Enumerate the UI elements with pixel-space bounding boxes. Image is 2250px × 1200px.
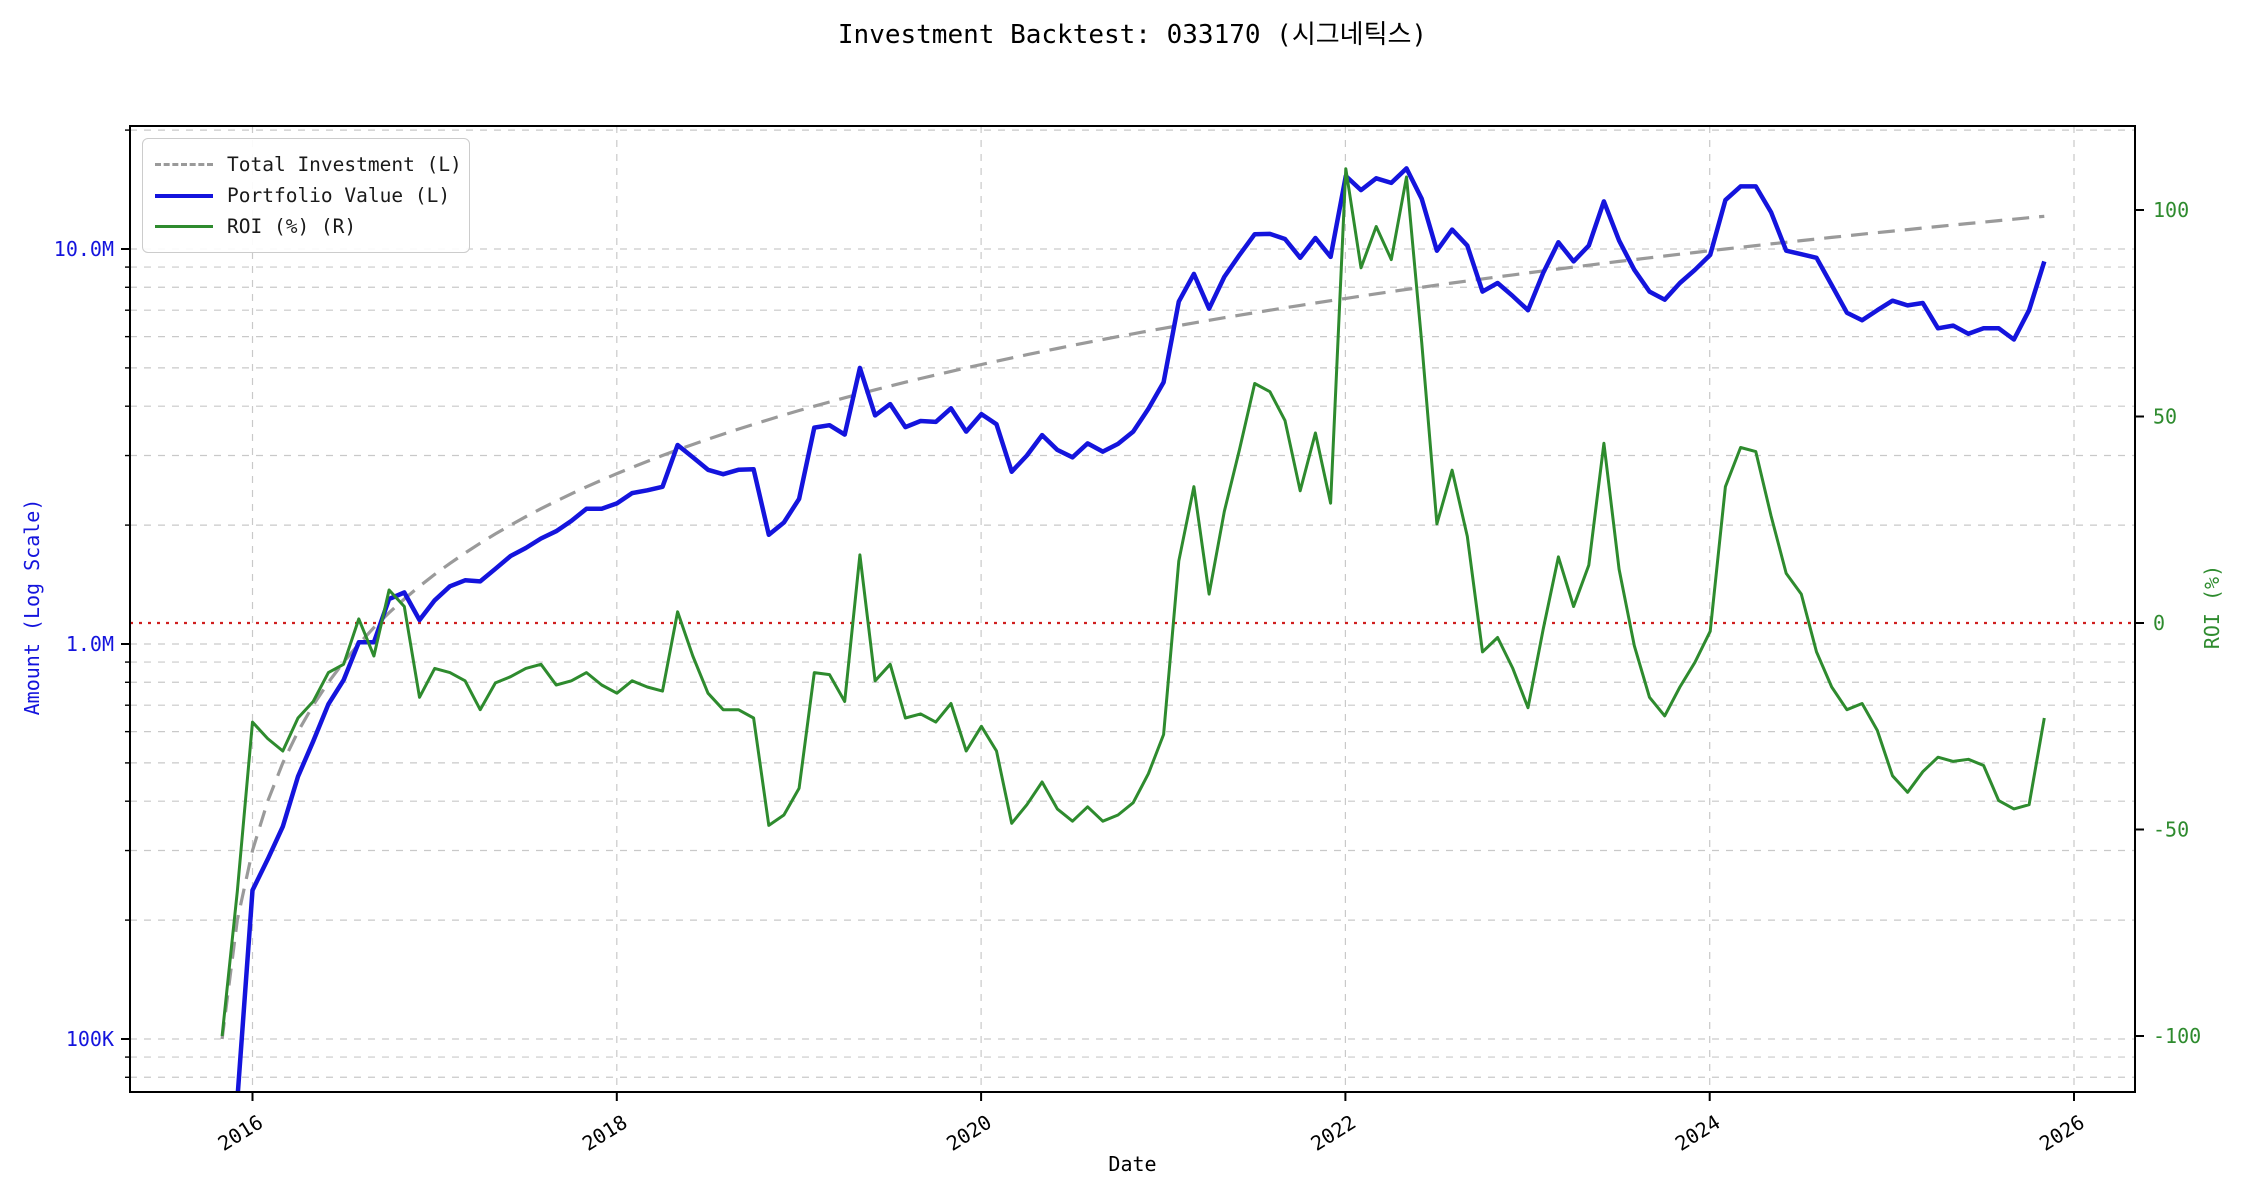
legend-line-roi-icon bbox=[155, 225, 213, 228]
x-tick-label: 2022 bbox=[1306, 1110, 1360, 1156]
portfolio-value-line bbox=[235, 166, 2047, 1092]
legend-item-roi: ROI (%) (R) bbox=[155, 211, 455, 242]
legend-item-portfolio-value: Portfolio Value (L) bbox=[155, 180, 455, 211]
x-tick-label: 2016 bbox=[214, 1110, 268, 1156]
right-tick-label: 100 bbox=[2153, 198, 2189, 222]
legend-line-total-investment-icon bbox=[155, 163, 213, 166]
left-tick-label: 1.0M bbox=[66, 632, 114, 656]
roi-line bbox=[220, 167, 2046, 1037]
legend-label: Total Investment (L) bbox=[227, 153, 462, 176]
total-investment-line bbox=[220, 214, 2045, 1040]
x-tick-label: 2026 bbox=[2035, 1110, 2089, 1156]
left-axis-label: Amount (Log Scale) bbox=[20, 498, 44, 716]
legend-label: Portfolio Value (L) bbox=[227, 184, 451, 207]
right-tick-label: 50 bbox=[2153, 405, 2177, 429]
x-tick-label: 2020 bbox=[942, 1110, 996, 1156]
left-tick-label: 100K bbox=[66, 1027, 114, 1051]
legend-label: ROI (%) (R) bbox=[227, 215, 357, 238]
right-tick-label: -50 bbox=[2153, 818, 2189, 842]
legend-item-total-investment: Total Investment (L) bbox=[155, 149, 462, 180]
legend-line-portfolio-value-icon bbox=[155, 193, 213, 198]
x-tick-label: 2024 bbox=[1671, 1110, 1725, 1156]
legend: Total Investment (L) Portfolio Value (L)… bbox=[142, 138, 470, 253]
x-tick-label: 2018 bbox=[578, 1110, 632, 1156]
chart-title: Investment Backtest: 033170 (시그네틱스) bbox=[837, 20, 1428, 50]
x-axis-label: Date bbox=[1108, 1152, 1157, 1176]
left-tick-label: 10.0M bbox=[54, 237, 114, 261]
right-tick-label: 0 bbox=[2153, 611, 2165, 635]
plot-border bbox=[129, 125, 2136, 1093]
right-tick-label: -100 bbox=[2153, 1024, 2201, 1048]
right-axis-label: ROI (%) bbox=[2200, 564, 2224, 650]
